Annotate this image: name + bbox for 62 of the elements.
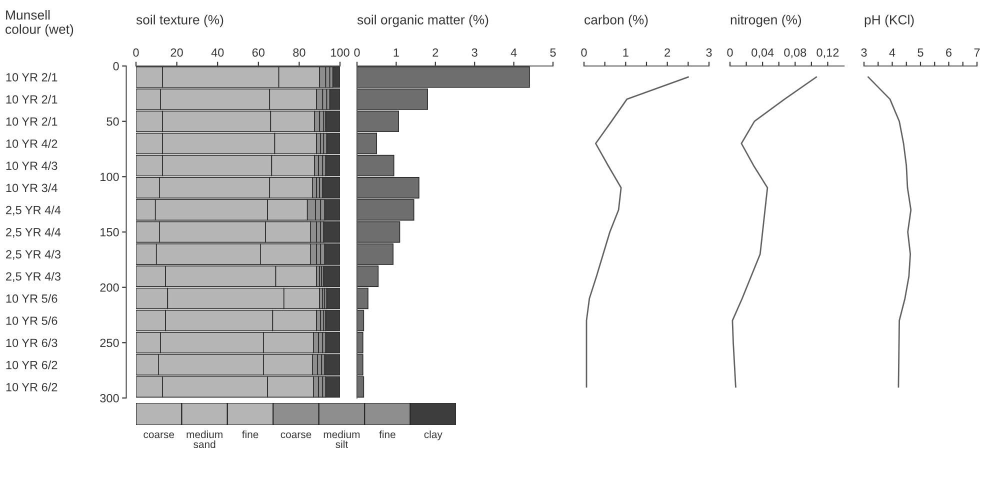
x-tick-label: 2 <box>432 48 438 57</box>
legend-label: coarse <box>280 432 312 438</box>
y-tick-label: 10 YR 2/1 <box>6 117 58 126</box>
y-tick-label: 10 YR 4/3 <box>6 161 58 170</box>
legend-label: medium <box>324 430 360 438</box>
y-axis-title: Munsell colour (wet) <box>6 10 74 37</box>
text: silt <box>336 440 348 448</box>
chart-title: carbon (%) <box>584 14 648 28</box>
legend-label: clay <box>424 430 442 440</box>
x-tick-label: 0,04 <box>752 48 774 58</box>
x-tick-label: 60 <box>252 48 265 57</box>
y2-tick-label: 150 <box>100 228 119 236</box>
x-tick-label: 5 <box>918 48 924 57</box>
legend-label: fine <box>242 430 258 438</box>
y-tick-label: 10 YR 5/6 <box>6 294 58 303</box>
x-tick-label: 0 <box>727 48 733 57</box>
x-tick-label: 0 <box>581 48 587 57</box>
y-tick-label: 2,5 YR 4/3 <box>6 250 60 260</box>
x-tick-label: 1 <box>623 48 628 57</box>
y-tick-label: 2,5 YR 4/4 <box>6 228 61 238</box>
y-tick-label: 10 YR 6/2 <box>6 360 58 370</box>
x-tick-label: 3 <box>472 48 478 57</box>
legend-label: coarse <box>144 432 174 438</box>
x-tick-label: 6 <box>946 48 952 57</box>
x-tick-label: 1 <box>394 48 399 57</box>
y-tick-label: 10 YR 4/2 <box>6 139 58 148</box>
x-tick-label: 80 <box>293 48 306 57</box>
y2-tick-label: 200 <box>100 283 119 292</box>
y2-tick-label: 250 <box>100 338 119 348</box>
y2-tick-label: 0 <box>113 62 119 70</box>
x-tick-label: 40 <box>211 48 224 57</box>
x-tick-label: 7 <box>974 48 980 57</box>
y-tick-label: 10 YR 6/3 <box>6 338 58 348</box>
x-tick-label: 0 <box>354 48 360 57</box>
chart-title: soil texture (%) <box>136 14 224 28</box>
y2-tick-label: 50 <box>106 117 119 126</box>
x-tick-label: 20 <box>170 48 183 57</box>
x-tick-label: 0,08 <box>784 48 806 58</box>
chart-title: nitrogen (%) <box>730 14 802 28</box>
chart-title: soil organic matter (%) <box>357 14 488 28</box>
y-tick-label: 2,5 YR 4/4 <box>6 206 61 216</box>
x-tick-label: 0 <box>133 48 139 57</box>
x-tick-label: 2 <box>664 48 670 57</box>
y-tick-label: 10 YR 6/2 <box>6 382 58 392</box>
x-tick-label: 4 <box>510 48 517 57</box>
y-tick-label: 10 YR 3/4 <box>6 183 58 192</box>
text: sand <box>194 440 216 448</box>
legend-label: medium <box>186 430 222 438</box>
chart-title: pH (KCl) <box>864 14 914 28</box>
x-tick-label: 3 <box>861 48 867 57</box>
y2-tick-label: 100 <box>100 172 119 182</box>
x-tick-label: 100 <box>331 48 350 57</box>
legend-label: fine <box>379 430 396 438</box>
y-tick-label: 10 YR 5/6 <box>6 316 58 325</box>
x-tick-label: 5 <box>550 48 556 57</box>
y-tick-label: 10 YR 2/1 <box>6 72 58 82</box>
x-tick-label: 3 <box>706 48 712 57</box>
x-tick-label: 4 <box>889 48 896 57</box>
x-tick-label: 0,12 <box>816 48 839 58</box>
y-tick-label: 10 YR 2/1 <box>6 94 58 104</box>
y-tick-label: 2,5 YR 4/3 <box>6 272 60 282</box>
y2-tick-label: 300 <box>100 394 119 402</box>
